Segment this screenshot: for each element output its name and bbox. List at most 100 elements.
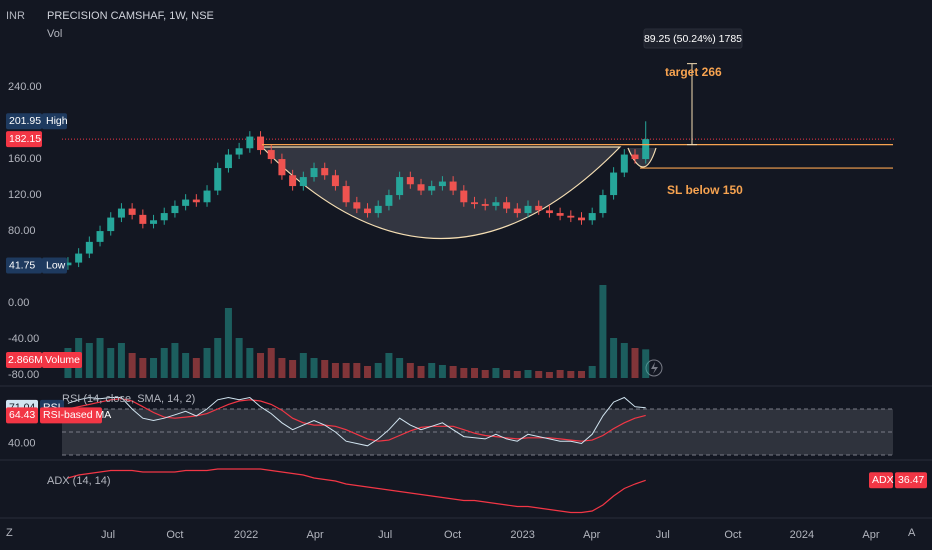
volume-bar	[620, 343, 628, 378]
price-badge-name: Low	[46, 259, 66, 271]
adx-line	[67, 468, 646, 514]
volume-bar	[299, 353, 307, 378]
volume-bar	[417, 366, 425, 378]
x-tick-label: 2023	[510, 529, 534, 541]
candle-body	[567, 215, 575, 218]
volume-badge-text: 2.866M	[8, 354, 43, 366]
candle-body	[257, 136, 265, 151]
y-tick-label: 160.00	[8, 153, 42, 165]
candle-body	[610, 172, 618, 196]
x-tick-label: Jul	[101, 529, 115, 541]
candle-body	[64, 262, 72, 266]
cup-pattern	[260, 146, 622, 240]
volume-bar	[171, 343, 179, 378]
candle-body	[599, 195, 607, 214]
chart-title: PRECISION CAMSHAF, 1W, NSE	[47, 10, 214, 22]
volume-bar	[492, 368, 500, 378]
volume-bar	[535, 371, 543, 378]
volume-bar	[331, 363, 339, 378]
measure-box	[643, 28, 743, 49]
candle-body	[524, 205, 532, 214]
price-badge-name-box	[42, 113, 67, 130]
volume-bar	[567, 371, 575, 378]
candle-body	[75, 253, 83, 263]
candle-body	[214, 168, 222, 191]
volume-bar	[524, 370, 532, 378]
volume-bar	[96, 338, 104, 378]
x-tick-label: Apr	[862, 529, 879, 541]
x-tick-label: 2022	[234, 529, 258, 541]
x-tick-label: Oct	[166, 529, 183, 541]
subtitle: Vol	[47, 28, 62, 40]
volume-bar	[364, 366, 372, 378]
price-badge-name-box	[42, 257, 67, 274]
candle-body	[353, 202, 361, 209]
volume-bar	[396, 358, 404, 378]
price-badge	[6, 257, 42, 274]
candle-body	[107, 217, 115, 232]
stop-label: SL below 150	[667, 183, 743, 197]
volume-bar	[139, 358, 147, 378]
candle-body	[192, 199, 200, 203]
volume-bar	[513, 371, 521, 378]
candle-body	[481, 204, 489, 206]
x-tick-label: Apr	[583, 529, 600, 541]
volume-bar	[257, 353, 265, 378]
candle-body	[374, 205, 382, 214]
y-tick-label: 120.00	[8, 189, 42, 201]
volume-bar	[449, 366, 457, 378]
candle-body	[492, 202, 500, 206]
candle-body	[578, 217, 586, 221]
volume-bar	[631, 348, 639, 378]
volume-bar	[471, 368, 479, 378]
candle-body	[438, 181, 446, 187]
candle-body	[310, 168, 318, 178]
alert-icon-bolt	[651, 362, 658, 374]
candle-body	[545, 210, 553, 214]
adx-title: ADX (14, 14)	[47, 475, 111, 487]
candle-body	[556, 213, 564, 216]
candle-body	[128, 208, 136, 215]
candle-body	[160, 213, 168, 221]
y-tick-label: 240.00	[8, 81, 42, 93]
volume-bar	[438, 365, 446, 378]
volume-bar	[588, 366, 596, 378]
candle-body	[396, 177, 404, 196]
volume-bar	[85, 343, 93, 378]
candle-body	[139, 214, 147, 224]
zoom-button[interactable]: Z	[6, 527, 13, 539]
rsi-ma-name: RSI-based MA	[43, 409, 111, 421]
volume-bar	[599, 285, 607, 378]
volume-bar	[107, 348, 115, 378]
y-tick-label: -80.00	[8, 369, 39, 381]
candle-body	[342, 186, 350, 203]
rsi-ma-badge-text: 64.43	[9, 409, 35, 421]
volume-bar	[642, 349, 650, 378]
auto-button[interactable]: A	[908, 527, 916, 539]
volume-bar	[267, 348, 275, 378]
price-badge	[6, 113, 42, 130]
candle-body	[246, 136, 254, 149]
candle-body	[620, 154, 628, 173]
volume-bar	[224, 308, 232, 378]
candle-body	[513, 208, 521, 214]
x-tick-label: Jul	[656, 529, 670, 541]
candle-body	[385, 195, 393, 206]
candle-body	[278, 159, 286, 176]
volume-bar	[117, 343, 125, 378]
volume-bar	[235, 338, 243, 378]
x-tick-label: Oct	[444, 529, 461, 541]
volume-name-box	[42, 352, 82, 368]
rsi-ma-line	[67, 398, 646, 442]
rsi-ma-badge	[6, 407, 38, 424]
y-tick-label: -40.00	[8, 333, 39, 345]
candle-body	[224, 154, 232, 169]
candle-body	[588, 213, 596, 221]
volume-bar	[342, 363, 350, 378]
volume-bar	[160, 348, 168, 378]
candle-body	[289, 175, 297, 187]
measure-label: 89.25 (50.24%) 1785	[644, 33, 742, 45]
volume-bar	[578, 371, 586, 378]
